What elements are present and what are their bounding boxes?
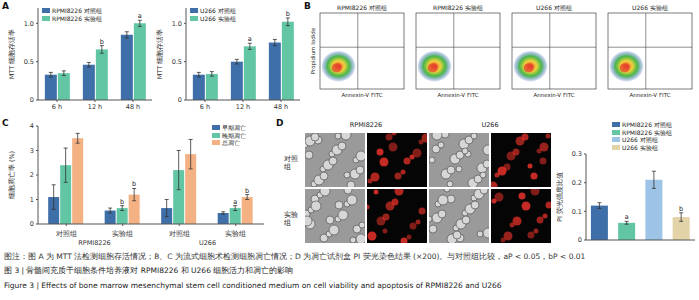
svg-text:4: 4 xyxy=(30,122,34,130)
svg-text:12 h: 12 h xyxy=(88,103,102,111)
svg-text:0: 0 xyxy=(30,96,34,104)
svg-text:RPMI8226 实验组: RPMI8226 实验组 xyxy=(433,4,483,11)
svg-text:Annexin-V FITC: Annexin-V FITC xyxy=(533,92,574,98)
svg-text:U266 对照组: U266 对照组 xyxy=(536,4,572,11)
html-text:Figure 3 | Effects of bone mar: Figure 3 | Effects of bone marrow mesenc… xyxy=(4,281,502,290)
html-text:图注：图 A 为 MTT 法检测细胞存活情况；B、C 为流式: 图注：图 A 为 MTT 法检测细胞存活情况；B、C 为流式细胞术检测细胞凋亡情… xyxy=(4,252,586,261)
html-text:图 3 | 骨髓间充质干细胞条件培养液对 RPMI8226: 图 3 | 骨髓间充质干细胞条件培养液对 RPMI8226 和 U266 细胞活… xyxy=(4,266,294,275)
svg-text:a: a xyxy=(248,35,252,43)
svg-text:48 h: 48 h xyxy=(274,103,288,111)
svg-text:48 h: 48 h xyxy=(126,103,140,111)
html-text:U266 对照组: U266 对照组 xyxy=(622,136,658,143)
html-text:U266 实验组: U266 实验组 xyxy=(622,143,658,151)
svg-text:b: b xyxy=(100,38,104,46)
html-text:U266 实验组: U266 实验组 xyxy=(200,14,236,22)
html-text:U266: U266 xyxy=(481,121,499,129)
html-text:B: B xyxy=(304,1,311,11)
svg-text:对照组: 对照组 xyxy=(56,230,77,238)
svg-text:对照组: 对照组 xyxy=(169,230,190,238)
svg-text:0.3: 0.3 xyxy=(572,150,582,158)
html-text:实验组: 实验组 xyxy=(284,211,298,227)
svg-text:b: b xyxy=(132,180,136,188)
svg-text:1: 1 xyxy=(30,196,34,204)
svg-text:6 h: 6 h xyxy=(200,103,210,111)
svg-text:0.1: 0.1 xyxy=(572,208,582,216)
html-text:RPMI8226 实验组: RPMI8226 实验组 xyxy=(622,128,672,136)
svg-text:b: b xyxy=(679,205,683,213)
html-text:D: D xyxy=(276,118,284,128)
svg-text:0: 0 xyxy=(30,220,34,228)
svg-text:PI 荧光强度比值: PI 荧光强度比值 xyxy=(556,172,564,222)
html-text:总凋亡: 总凋亡 xyxy=(222,139,240,146)
svg-text:U266 实验组: U266 实验组 xyxy=(632,4,668,11)
svg-text:RPMI8226 对照组: RPMI8226 对照组 xyxy=(337,4,387,11)
svg-text:RPMI8226: RPMI8226 xyxy=(78,239,111,247)
html-text:晚期凋亡: 晚期凋亡 xyxy=(222,131,246,139)
html-text:对照组: 对照组 xyxy=(284,155,298,171)
svg-text:0.5: 0.5 xyxy=(172,58,182,66)
svg-text:b: b xyxy=(286,10,290,18)
svg-text:U266: U266 xyxy=(199,239,216,247)
svg-text:Annexin-V FITC: Annexin-V FITC xyxy=(629,92,670,98)
html-text:RPMI8226 对照组: RPMI8226 对照组 xyxy=(622,121,672,128)
svg-text:3: 3 xyxy=(30,147,34,155)
html-text:RPMI8226 对照组: RPMI8226 对照组 xyxy=(52,7,102,14)
svg-text:b: b xyxy=(120,198,124,206)
svg-text:1.0: 1.0 xyxy=(24,20,34,28)
svg-text:6 h: 6 h xyxy=(52,103,62,111)
svg-text:0.5: 0.5 xyxy=(24,58,34,66)
html-text:RPMI8226 实验组: RPMI8226 实验组 xyxy=(52,14,102,22)
svg-text:1.0: 1.0 xyxy=(172,20,182,28)
svg-text:Annexin-V FITC: Annexin-V FITC xyxy=(437,92,478,98)
svg-text:实验组: 实验组 xyxy=(112,230,133,238)
svg-text:b: b xyxy=(245,187,249,195)
svg-text:0: 0 xyxy=(578,236,582,244)
svg-text:2: 2 xyxy=(30,171,34,179)
svg-text:实验组: 实验组 xyxy=(225,230,246,238)
svg-text:0: 0 xyxy=(178,96,182,104)
svg-text:12 h: 12 h xyxy=(236,103,250,111)
svg-text:细胞凋亡率 (%): 细胞凋亡率 (%) xyxy=(8,151,16,199)
html-text:A: A xyxy=(2,1,9,11)
svg-text:Annexin-V FITC: Annexin-V FITC xyxy=(341,92,382,98)
svg-text:a: a xyxy=(138,12,142,20)
svg-text:MTT 细胞存活率: MTT 细胞存活率 xyxy=(156,29,164,80)
svg-text:a: a xyxy=(233,198,237,206)
html-text:RPMI8226: RPMI8226 xyxy=(349,121,383,129)
svg-text:Propidium Iodide: Propidium Iodide xyxy=(310,27,317,74)
svg-text:a: a xyxy=(625,213,629,221)
html-text:C: C xyxy=(2,118,9,128)
svg-text:MTT 细胞存活率: MTT 细胞存活率 xyxy=(8,29,16,80)
svg-text:0.2: 0.2 xyxy=(572,179,582,187)
html-text:U266 对照组: U266 对照组 xyxy=(200,7,236,14)
html-text:早期凋亡: 早期凋亡 xyxy=(222,124,246,131)
